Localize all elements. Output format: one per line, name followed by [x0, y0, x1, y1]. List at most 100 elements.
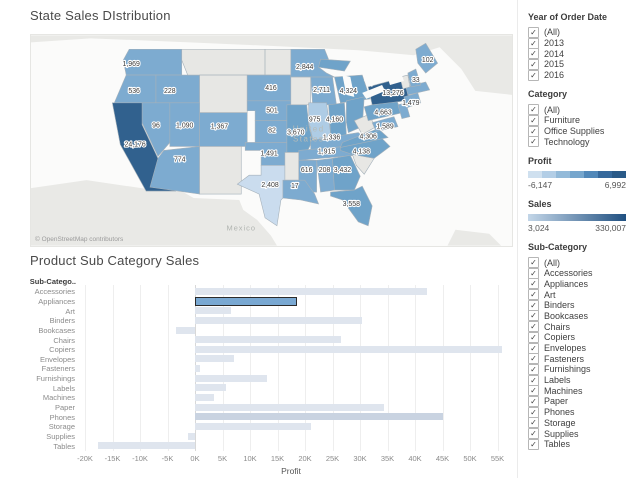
sales-legend-gradient[interactable]	[528, 214, 626, 222]
filter-option-sub-category[interactable]: ✓ Paper	[528, 395, 635, 407]
profit-bar-paper[interactable]	[195, 403, 384, 411]
filter-option-sub-category[interactable]: ✓ Bookcases	[528, 310, 635, 322]
checkbox-checked-icon[interactable]: ✓	[528, 321, 539, 333]
checkbox-checked-icon[interactable]: ✓	[528, 385, 539, 397]
checkbox-checked-icon[interactable]: ✓	[528, 48, 539, 60]
filter-option-sub-category[interactable]: ✓ Accessories	[528, 267, 635, 279]
filter-option-category[interactable]: ✓ Technology	[528, 136, 635, 148]
profit-bar-machines[interactable]	[195, 394, 215, 402]
profit-bar-binders[interactable]	[195, 316, 362, 324]
checkbox-checked-icon[interactable]: ✓	[528, 58, 539, 70]
checkbox-checked-icon[interactable]: ✓	[528, 37, 539, 49]
x-tick-label: 45K	[435, 454, 450, 463]
state-nh[interactable]	[407, 68, 422, 88]
checkbox-checked-icon[interactable]: ✓	[528, 406, 539, 418]
filter-option-category[interactable]: ✓ (All)	[528, 104, 635, 116]
state-ar[interactable]	[284, 152, 300, 181]
x-tick-label: 50K	[463, 454, 477, 463]
filter-option-year-of-order-date[interactable]: ✓ (All)	[528, 26, 635, 38]
state-ct[interactable]	[403, 92, 422, 109]
filter-option-sub-category[interactable]: ✓ Envelopes	[528, 342, 635, 354]
profit-bar-tables[interactable]	[97, 442, 195, 450]
filter-option-sub-category[interactable]: ✓ Storage	[528, 417, 635, 429]
checkbox-checked-icon[interactable]: ✓	[528, 342, 539, 354]
profit-legend-gradient[interactable]	[528, 171, 626, 179]
filter-option-sub-category[interactable]: ✓ Phones	[528, 406, 635, 418]
x-tick-label: 15K	[270, 454, 285, 463]
filter-option-sub-category[interactable]: ✓ Labels	[528, 374, 635, 386]
filter-option-sub-category[interactable]: ✓ Furnishings	[528, 363, 635, 375]
sidebar-section-sales: Sales 3,024 330,007	[528, 199, 635, 233]
state-mt[interactable]	[181, 48, 266, 76]
checkbox-checked-icon[interactable]: ✓	[528, 278, 539, 290]
filter-option-sub-category[interactable]: ✓ Copiers	[528, 331, 635, 343]
checkbox-checked-icon[interactable]: ✓	[528, 26, 539, 38]
checkbox-checked-icon[interactable]: ✓	[528, 125, 539, 137]
state-nd[interactable]	[264, 48, 292, 76]
filter-option-sub-category[interactable]: ✓ Tables	[528, 438, 635, 450]
filter-option-sub-category[interactable]: ✓ Art	[528, 289, 635, 301]
profit-bar-bookcases[interactable]	[176, 326, 195, 334]
profit-bar-art[interactable]	[195, 307, 231, 315]
checkbox-checked-icon[interactable]: ✓	[528, 299, 539, 311]
filter-option-sub-category[interactable]: ✓ Supplies	[528, 428, 635, 440]
checkbox-checked-icon[interactable]: ✓	[528, 363, 539, 375]
checkbox-checked-icon[interactable]: ✓	[528, 310, 539, 322]
filter-option-year-of-order-date[interactable]: ✓ 2013	[528, 37, 635, 49]
filter-option-sub-category[interactable]: ✓ Fasteners	[528, 353, 635, 365]
checkbox-checked-icon[interactable]: ✓	[528, 69, 539, 81]
checkbox-checked-icon[interactable]: ✓	[528, 289, 539, 301]
state-ga[interactable]	[332, 155, 361, 191]
state-md[interactable]	[371, 116, 399, 132]
state-nm[interactable]	[199, 146, 242, 195]
state-la[interactable]	[282, 179, 320, 205]
profit-bar-phones[interactable]	[195, 413, 443, 421]
profit-bar-labels[interactable]	[195, 384, 226, 392]
filter-option-sub-category[interactable]: ✓ Machines	[528, 385, 635, 397]
checkbox-checked-icon[interactable]: ✓	[528, 438, 539, 450]
profit-bar-fasteners[interactable]	[195, 365, 200, 373]
profit-bar-supplies[interactable]	[187, 432, 195, 440]
state-ia[interactable]	[290, 76, 311, 106]
checkbox-checked-icon[interactable]: ✓	[528, 374, 539, 386]
checkbox-checked-icon[interactable]: ✓	[528, 136, 539, 148]
state-wy[interactable]	[199, 74, 248, 114]
filter-option-sub-category[interactable]: ✓ Appliances	[528, 278, 635, 290]
profit-bar-storage[interactable]	[195, 422, 312, 430]
checkbox-checked-icon[interactable]: ✓	[528, 353, 539, 365]
state-va[interactable]	[339, 128, 389, 148]
state-al[interactable]	[316, 158, 335, 193]
profit-bar-chairs[interactable]	[195, 336, 342, 344]
profit-bar-accessories[interactable]	[195, 288, 427, 295]
checkbox-checked-icon[interactable]: ✓	[528, 428, 539, 440]
profit-bar-furnishings[interactable]	[195, 374, 267, 382]
state-az[interactable]	[149, 146, 200, 195]
checkbox-checked-icon[interactable]: ✓	[528, 104, 539, 116]
state-id[interactable]	[155, 74, 200, 104]
filter-option-year-of-order-date[interactable]: ✓ 2015	[528, 58, 635, 70]
state-value-label: 1,479	[402, 100, 420, 107]
state-miup[interactable]	[318, 58, 351, 72]
state-me[interactable]	[415, 42, 439, 74]
state-fl[interactable]	[330, 185, 373, 227]
checkbox-checked-icon[interactable]: ✓	[528, 331, 539, 343]
filter-option-category[interactable]: ✓ Office Supplies	[528, 125, 635, 137]
checkbox-checked-icon[interactable]: ✓	[528, 114, 539, 126]
filter-option-sub-category[interactable]: ✓ (All)	[528, 257, 635, 269]
filter-option-year-of-order-date[interactable]: ✓ 2014	[528, 48, 635, 60]
filter-option-category[interactable]: ✓ Furniture	[528, 114, 635, 126]
filter-option-year-of-order-date[interactable]: ✓ 2016	[528, 69, 635, 81]
sales-map-panel[interactable]: United States Mexico 1,969 536 228 96 1,090 1,36…	[30, 34, 513, 247]
checkbox-checked-icon[interactable]: ✓	[528, 417, 539, 429]
checkbox-checked-icon[interactable]: ✓	[528, 395, 539, 407]
checkbox-checked-icon[interactable]: ✓	[528, 267, 539, 279]
x-tick-label: -15K	[104, 454, 121, 463]
profit-bar-envelopes[interactable]	[195, 355, 235, 363]
profit-bar-copiers[interactable]	[195, 345, 502, 353]
filter-option-sub-category[interactable]: ✓ Binders	[528, 299, 635, 311]
profit-bar-appliances[interactable]	[195, 296, 297, 306]
filter-option-sub-category[interactable]: ✓ Chairs	[528, 321, 635, 333]
checkbox-checked-icon[interactable]: ✓	[528, 257, 539, 269]
section-title-sales: Sales	[528, 199, 552, 210]
